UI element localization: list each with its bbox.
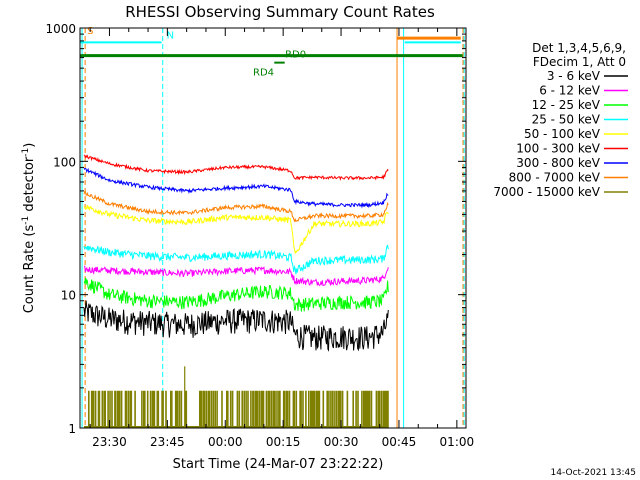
legend-label-0: 3 - 6 keV xyxy=(547,69,601,83)
x-tick-label-0030: 00:30 xyxy=(324,435,359,449)
legend-label-4: 50 - 100 keV xyxy=(524,127,601,141)
legend-label-5: 100 - 300 keV xyxy=(516,142,600,156)
series-line-3-6kev xyxy=(83,300,389,352)
legend-header-line2: FDecim 1, Att 0 xyxy=(533,55,626,69)
series-line-100-300kev xyxy=(83,154,389,182)
series-line-6-12kev xyxy=(84,265,389,287)
y-tick-label-100: 100 xyxy=(53,155,76,169)
legend-label-3: 25 - 50 keV xyxy=(532,113,601,127)
legend-label-6: 300 - 800 keV xyxy=(516,156,600,170)
series-line-25-50kev xyxy=(83,244,389,275)
y-axis-label: Count Rate (s-1 detector-1) xyxy=(21,143,37,314)
y-axis: 1 10 100 1000 xyxy=(45,22,466,436)
legend-header-line1: Det 1,3,4,5,6,9, xyxy=(532,41,626,55)
legend-label-7: 800 - 7000 keV xyxy=(509,171,601,185)
x-tick-label-0045: 00:45 xyxy=(382,435,417,449)
y-tick-label-10: 10 xyxy=(61,289,76,303)
series-8 xyxy=(83,366,389,428)
y-axis-label-exp2: -1 xyxy=(21,148,31,157)
x-tick-label-2345: 23:45 xyxy=(150,435,185,449)
y-axis-label-suffix: ) xyxy=(22,143,37,148)
series-line-300-800kev xyxy=(83,167,389,209)
plot-frame xyxy=(79,27,467,429)
timestamp: 14-Oct-2021 13:45 xyxy=(551,468,636,478)
series-line-50-100kev xyxy=(83,205,389,255)
x-axis-label: Start Time (24-Mar-07 23:22:22) xyxy=(173,457,384,472)
y-axis-label-exp1: -1 xyxy=(21,216,31,225)
legend-label-8: 7000 - 15000 keV xyxy=(493,185,600,199)
x-tick-label-2330: 23:30 xyxy=(92,435,127,449)
y-axis-label-mid: detector xyxy=(22,156,37,216)
flag-label-n: N xyxy=(167,30,174,41)
flag-label-rd0: RD0 xyxy=(285,50,306,61)
x-tick-label-0000: 00:00 xyxy=(208,435,243,449)
legend-label-2: 12 - 25 keV xyxy=(532,98,601,112)
chart-title: RHESSI Observing Summary Count Rates xyxy=(125,3,435,21)
x-axis: 23:30 23:45 00:00 00:15 00:30 00:45 01:00 xyxy=(89,28,475,449)
plot-area: SNRD0RD4 xyxy=(80,26,465,428)
y-axis-label-prefix: Count Rate (s xyxy=(22,225,37,314)
series-line-12-25kev xyxy=(83,277,389,312)
flag-label-rd4: RD4 xyxy=(253,68,274,79)
y-tick-label-1000: 1000 xyxy=(45,22,76,36)
series-line-7000-15000-kev xyxy=(88,390,389,428)
x-tick-label-0015: 00:15 xyxy=(266,435,301,449)
series-line-800-7000kev xyxy=(83,190,389,223)
x-tick-label-0100: 01:00 xyxy=(440,435,475,449)
y-tick-label-1: 1 xyxy=(68,422,76,436)
legend-label-1: 6 - 12 keV xyxy=(539,84,601,98)
legend: Det 1,3,4,5,6,9, FDecim 1, Att 0 3 - 6 k… xyxy=(493,41,628,199)
